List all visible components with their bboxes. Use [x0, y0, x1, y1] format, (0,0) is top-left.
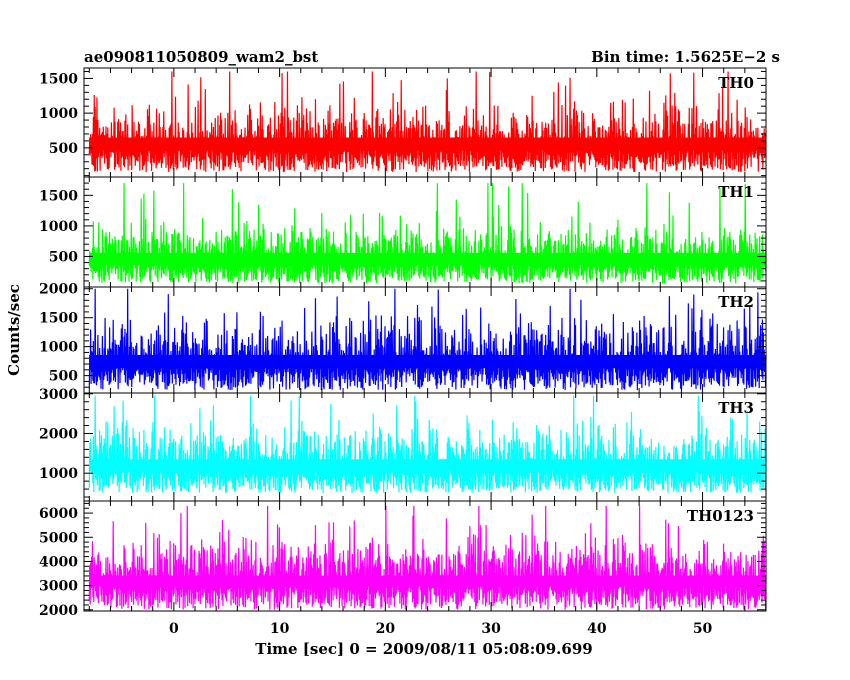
- panel-th0123: 2000 3000 4000 5000 6000 0 10 20 30 40 50 TH0123: [39, 500, 767, 637]
- series-line-th0: [88, 71, 767, 173]
- x-tick-label: 40: [587, 621, 607, 637]
- y-tick-label: 1000: [39, 466, 78, 482]
- y-tick-label: 1500: [39, 71, 78, 87]
- x-tick-label: 20: [376, 621, 396, 637]
- series-label: TH1: [718, 183, 754, 201]
- x-tick-label: 10: [270, 621, 290, 637]
- series-label: TH0123: [687, 507, 754, 525]
- panel-th0: 500 1000 1500 TH0: [39, 67, 767, 178]
- panel-frame: [83, 500, 767, 612]
- y-tick-label: 5000: [39, 530, 78, 546]
- series-label: TH3: [718, 399, 754, 417]
- y-tick-label: 3000: [39, 387, 78, 403]
- x-axis-label: Time [sec] 0 = 2009/08/11 05:08:09.699: [255, 640, 592, 658]
- y-axis-label: Counts/sec: [5, 284, 23, 376]
- series-line-th1: [88, 183, 767, 284]
- y-tick-label: 500: [49, 141, 78, 157]
- x-tick-label: 50: [693, 621, 713, 637]
- y-tick-label: 2000: [39, 282, 78, 298]
- chart-title: ae090811050809_wam2_bst: [84, 48, 318, 66]
- y-tick-label: 1500: [39, 188, 78, 204]
- y-tick-label: 1000: [39, 340, 78, 356]
- y-tick-label: 2000: [39, 427, 78, 443]
- y-tick-label: 4000: [39, 554, 78, 570]
- panel-th3: 1000 2000 3000 TH3: [39, 387, 767, 502]
- panel-th1: 500 1000 1500 TH1: [39, 176, 767, 288]
- x-tick-label: 0: [169, 621, 179, 637]
- y-tick-label: 500: [49, 369, 78, 385]
- y-tick-label: 500: [49, 249, 78, 265]
- y-tick-label: 3000: [39, 579, 78, 595]
- y-tick-label: 1000: [39, 219, 78, 235]
- panel-th2: 500 1000 1500 2000 TH2: [39, 282, 767, 394]
- y-tick-label: 1500: [39, 311, 78, 327]
- y-tick-label: 2000: [39, 603, 78, 619]
- bin-time-label: Bin time: 1.5625E−2 s: [591, 48, 780, 66]
- series-line-th3: [88, 395, 767, 493]
- y-tick-label: 6000: [39, 506, 78, 522]
- series-line-th0123: [88, 505, 767, 610]
- series-line-th2: [88, 288, 767, 391]
- x-tick-label: 30: [481, 621, 501, 637]
- y-tick-label: 1000: [39, 106, 78, 122]
- series-label: TH0: [718, 74, 754, 92]
- series-label: TH2: [718, 293, 754, 311]
